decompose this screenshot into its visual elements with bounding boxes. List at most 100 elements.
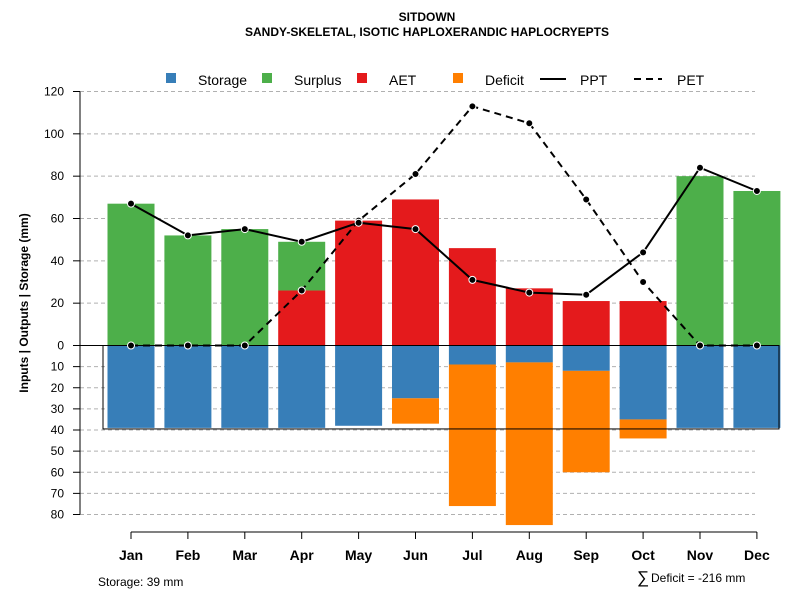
pet-point: [639, 277, 648, 286]
x-tick-label: Dec: [744, 547, 770, 563]
storage-bar: [221, 345, 269, 428]
y-tick-label: 20: [51, 381, 65, 395]
legend-label-ppt: PPT: [580, 72, 608, 88]
x-tick-label: Apr: [290, 547, 315, 563]
deficit-bar: [392, 398, 439, 424]
y-tick-label: 80: [51, 508, 65, 522]
storage-bar: [448, 345, 496, 365]
x-tick-label: Mar: [232, 547, 257, 563]
ppt-point: [240, 225, 249, 234]
legend-label-storage: Storage: [198, 72, 247, 88]
y-tick-label: 60: [51, 465, 65, 479]
deficit-bar: [505, 362, 553, 526]
deficit-bar: [562, 370, 610, 473]
deficit-note: Deficit = -216 mm: [651, 571, 745, 585]
ppt-point: [468, 275, 477, 284]
legend-label-deficit: Deficit: [485, 72, 524, 88]
ppt-point: [183, 231, 192, 240]
surplus-bar: [733, 190, 781, 346]
axes: 0 20 40 60 80 100 120 10 20 30 40 50 60 70 80 Jan Feb Mar…: [44, 84, 770, 563]
y-tick-label: 20: [51, 296, 65, 310]
series-lines: [127, 102, 761, 350]
ppt-line: [130, 166, 758, 296]
deficit-sum-symbol: ∑: [637, 568, 649, 587]
storage-note: Storage: 39 mm: [98, 575, 183, 589]
pet-point: [240, 341, 249, 350]
y-tick-label: 50: [51, 444, 65, 458]
ppt-point: [752, 186, 761, 195]
pet-point: [468, 102, 477, 111]
y-tick-label: 60: [51, 211, 65, 225]
storage-bar: [335, 345, 383, 426]
y-tick-label: 0: [57, 339, 64, 353]
bars: [107, 176, 781, 526]
aet-bar: [505, 288, 553, 346]
legend-swatch-deficit: [453, 73, 463, 83]
surplus-bar: [278, 241, 326, 291]
x-tick-label: Nov: [687, 547, 714, 563]
y-tick-label: 30: [51, 402, 65, 416]
x-tick-label: Sep: [573, 547, 599, 563]
pet-point: [183, 341, 192, 350]
storage-bar: [164, 345, 212, 428]
y-tick-label: 40: [51, 423, 65, 437]
y-tick-label: 80: [51, 169, 65, 183]
aet-bar: [392, 199, 439, 346]
ppt-point: [582, 290, 591, 299]
surplus-bar: [676, 176, 724, 346]
surplus-bar: [164, 235, 212, 346]
legend-label-pet: PET: [677, 72, 705, 88]
storage-bar: [733, 345, 781, 428]
storage-bar: [107, 345, 155, 428]
ppt-point: [639, 248, 648, 257]
legend-label-aet: AET: [389, 72, 417, 88]
y-tick-label: 70: [51, 486, 65, 500]
pet-line: [131, 105, 757, 347]
storage-bar: [505, 345, 553, 363]
pet-point: [411, 170, 420, 179]
chart-subtitle: SANDY-SKELETAL, ISOTIC HAPLOXERANDIC HAP…: [245, 25, 609, 39]
x-tick-label: Jul: [462, 547, 482, 563]
y-axis-label: Inputs | Outputs | Storage (mm): [17, 213, 31, 392]
pet-point: [696, 341, 704, 350]
pet-point: [297, 286, 306, 295]
y-tick-label: 40: [51, 254, 65, 268]
surplus-bar: [221, 229, 269, 346]
storage-bar: [392, 345, 439, 399]
aet-bar: [562, 301, 610, 346]
ppt-point: [411, 225, 420, 234]
chart-title: SITDOWN: [399, 10, 456, 24]
ppt-point: [297, 237, 306, 246]
pet-point: [752, 341, 761, 350]
y-tick-label: 120: [44, 84, 64, 98]
x-tick-label: Jun: [403, 547, 428, 563]
storage-bar: [562, 345, 610, 371]
aet-bar: [278, 290, 326, 346]
y-tick-label: 10: [51, 360, 65, 374]
legend-swatch-surplus: [262, 73, 272, 83]
legend-label-surplus: Surplus: [294, 72, 341, 88]
aet-bar: [619, 301, 667, 346]
pet-point: [582, 195, 591, 204]
deficit-bar: [448, 364, 496, 507]
ppt-point: [525, 288, 534, 297]
storage-bar: [619, 345, 667, 420]
x-tick-label: Aug: [516, 547, 543, 563]
storage-bar: [676, 345, 724, 428]
pet-point: [127, 341, 135, 350]
surplus-bar: [107, 203, 155, 346]
ppt-point: [696, 163, 704, 172]
legend-swatch-aet: [357, 73, 367, 83]
x-tick-label: Feb: [175, 547, 200, 563]
ppt-point: [354, 218, 363, 227]
ppt-point: [127, 199, 135, 208]
x-tick-label: May: [345, 547, 372, 563]
legend: Storage Surplus AET Deficit PPT PET: [166, 72, 705, 88]
pet-point: [525, 119, 534, 128]
aet-bar: [448, 248, 496, 346]
x-tick-label: Oct: [631, 547, 655, 563]
y-tick-label: 100: [44, 127, 64, 141]
legend-swatch-storage: [166, 73, 176, 83]
storage-bar: [278, 345, 326, 428]
